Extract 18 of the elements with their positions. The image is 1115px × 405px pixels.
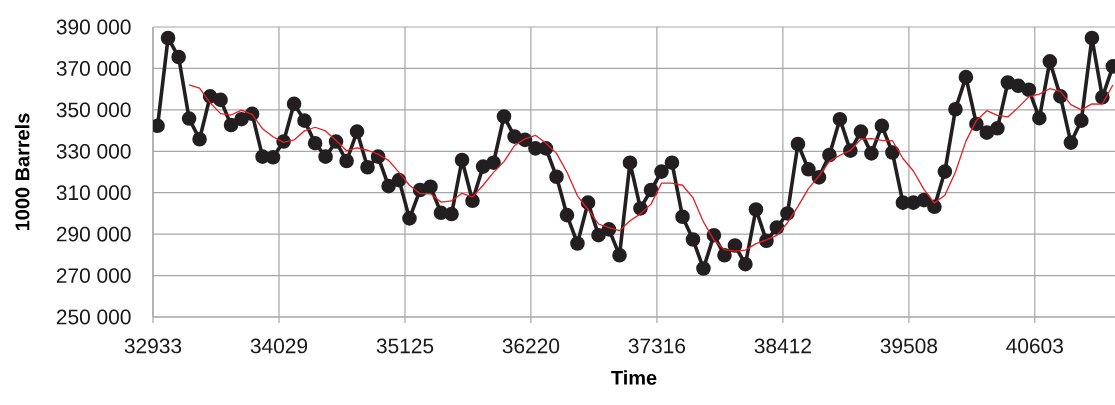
x-tick-label: 35125 <box>376 338 434 354</box>
y-tick-label: 250 000 <box>56 309 131 325</box>
x-tick-label: 40603 <box>1006 338 1063 354</box>
x-tick-label: 38412 <box>754 338 811 354</box>
y-tick-label: 310 000 <box>56 185 131 201</box>
y-tick-label: 390 000 <box>56 19 131 35</box>
y-tick-label: 370 000 <box>56 61 131 76</box>
x-tick-label: 32933 <box>124 338 182 354</box>
y-tick-label: 290 000 <box>56 226 131 242</box>
x-tick-label: 39508 <box>880 338 938 354</box>
y-tick-label: 330 000 <box>56 143 131 159</box>
x-axis-title: Time <box>611 370 657 385</box>
x-tick-label: 36220 <box>502 338 560 354</box>
x-tick-label: 37316 <box>628 338 686 354</box>
y-tick-label: 270 000 <box>56 268 131 283</box>
y-tick-label: 350 000 <box>56 102 131 118</box>
x-tick-label: 34029 <box>250 338 308 354</box>
y-axis-title: 1000 Barrels <box>14 113 30 231</box>
